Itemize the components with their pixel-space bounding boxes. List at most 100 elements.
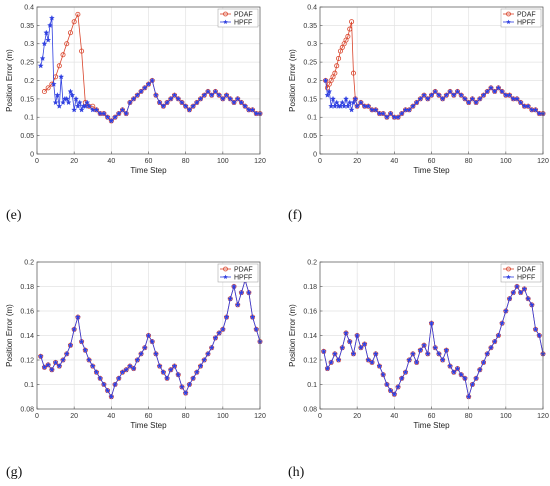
data-point-hpff — [450, 92, 457, 98]
series-line-hpff — [323, 285, 544, 397]
data-point-hpff — [428, 92, 435, 98]
data-point-hpff — [432, 344, 439, 351]
panel-label-f: (f) — [288, 208, 302, 223]
data-point-hpff — [141, 84, 148, 91]
legend-box — [217, 8, 259, 28]
data-point-hpff — [510, 289, 517, 296]
x-tick-label: 40 — [390, 413, 398, 420]
y-tick-label: 0.3 — [24, 41, 34, 48]
data-point-hpff — [127, 363, 133, 369]
data-point-hpff — [76, 99, 83, 105]
data-point-hpff — [343, 95, 349, 102]
x-tick-label: 100 — [217, 413, 229, 420]
x-tick-label: 100 — [500, 413, 512, 420]
legend-label-pdaf: PDAF — [517, 266, 536, 273]
legend-marker-pdaf — [223, 11, 228, 17]
data-point-hpff — [234, 95, 241, 102]
y-tick-label: 0.2 — [24, 78, 34, 85]
x-tick-label: 100 — [217, 158, 229, 165]
data-point-hpff — [108, 117, 115, 124]
data-point-hpff — [138, 350, 144, 357]
data-point-hpff — [439, 357, 446, 363]
data-point-hpff — [212, 88, 219, 94]
data-point-hpff — [491, 338, 498, 345]
y-tick-label: 0.1 — [307, 115, 317, 122]
data-point-hpff — [458, 92, 465, 98]
data-point-hpff — [197, 363, 204, 369]
data-point-hpff — [417, 95, 424, 102]
data-point-hpff — [380, 110, 387, 116]
y-tick-label: 0.05 — [20, 133, 34, 140]
data-point-hpff — [197, 95, 204, 102]
data-point-hpff — [395, 114, 401, 120]
legend-marker-pdaf — [506, 266, 511, 272]
data-point-hpff — [238, 289, 245, 296]
data-point-hpff — [97, 375, 104, 381]
legend-marker-hpff — [506, 19, 511, 24]
y-tick-label: 0.14 — [303, 333, 317, 340]
data-point-hpff — [153, 350, 159, 357]
data-point-hpff — [346, 338, 353, 345]
data-point-pdaf — [79, 48, 85, 54]
data-point-hpff — [134, 92, 141, 98]
data-point-hpff — [488, 84, 494, 91]
x-axis-label: Time Step — [413, 166, 450, 175]
data-point-pdaf — [67, 30, 73, 36]
data-point-hpff — [54, 92, 61, 98]
data-point-hpff — [473, 375, 479, 381]
axes-frame — [319, 6, 544, 155]
y-tick-label: 0.2 — [307, 78, 317, 85]
data-point-hpff — [428, 320, 435, 326]
data-point-hpff — [93, 369, 100, 375]
data-point-hpff — [242, 103, 248, 109]
data-point-hpff — [175, 95, 182, 102]
data-point-hpff — [406, 357, 413, 363]
data-point-hpff — [63, 350, 70, 357]
data-point-hpff — [361, 341, 368, 347]
data-point-hpff — [352, 95, 359, 102]
data-point-hpff — [104, 114, 111, 120]
data-point-hpff — [82, 347, 89, 353]
data-point-hpff — [71, 106, 78, 113]
panel-label-e: (e) — [6, 208, 22, 223]
data-point-hpff — [179, 383, 185, 390]
x-tick-label: 40 — [107, 158, 115, 165]
y-tick-label: 0.08 — [303, 406, 317, 413]
data-point-hpff — [436, 350, 442, 357]
data-point-hpff — [395, 383, 401, 390]
data-point-pdaf — [71, 19, 77, 25]
data-point-hpff — [156, 99, 163, 105]
chart-panel-3: 0 20 40 60 80 100 120 0.08 0.1 0.12 0.14 0.16 0.18 0.… — [5, 259, 266, 430]
data-point-hpff — [212, 334, 219, 341]
data-point-pdaf — [334, 63, 340, 69]
data-point-hpff — [335, 357, 342, 363]
data-point-hpff — [365, 357, 372, 363]
y-tick-label: 0.16 — [303, 308, 317, 315]
data-point-hpff — [484, 88, 491, 94]
y-axis-label: Position Error (m) — [5, 49, 14, 112]
data-point-hpff — [41, 40, 48, 47]
axes-frame — [36, 261, 261, 410]
y-tick-label: 0 — [313, 151, 317, 158]
y-tick-label: 0.1 — [24, 115, 34, 122]
data-point-hpff — [339, 344, 346, 351]
y-axis-label: Position Error (m) — [5, 304, 14, 367]
x-tick-label: 20 — [70, 158, 78, 165]
data-point-hpff — [86, 357, 92, 363]
data-point-hpff — [205, 88, 211, 94]
data-point-hpff — [324, 92, 331, 98]
x-tick-label: 20 — [353, 158, 361, 165]
data-point-hpff — [60, 99, 66, 105]
legend-label-pdaf: PDAF — [234, 266, 253, 273]
data-point-hpff — [123, 110, 130, 116]
x-axis-label: Time Step — [130, 421, 167, 430]
data-point-hpff — [130, 95, 137, 102]
data-point-hpff — [75, 103, 81, 109]
legend-marker-hpff — [223, 19, 228, 24]
data-point-hpff — [384, 381, 390, 387]
data-point-hpff — [45, 361, 51, 368]
y-axis-label: Position Error (m) — [288, 304, 297, 367]
data-point-hpff — [231, 99, 237, 105]
y-tick-label: 0.1 — [24, 382, 34, 389]
